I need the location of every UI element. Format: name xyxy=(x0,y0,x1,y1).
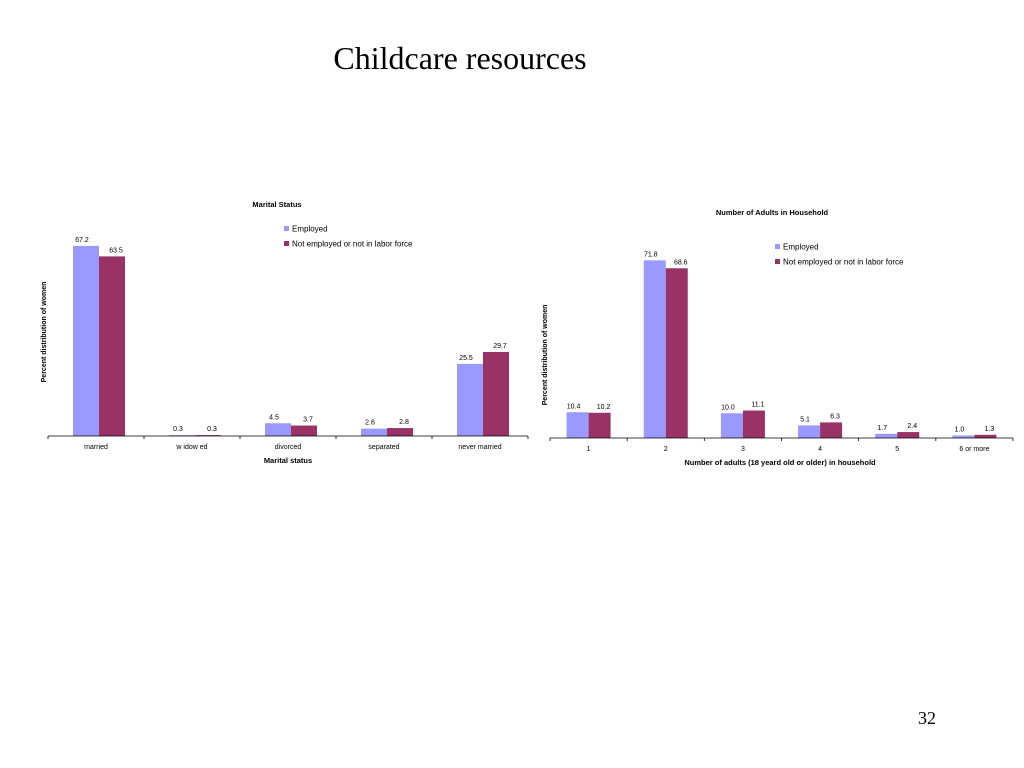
bar-not-employed-4 xyxy=(820,422,843,438)
adults-in-household-chart: Number of Adults in Household Employed N… xyxy=(542,208,1014,467)
data-label-not-employed-3: 3.7 xyxy=(303,417,313,424)
data-label-not-employed-2: 68.6 xyxy=(674,259,688,266)
bar-not-employed-1 xyxy=(588,412,611,438)
data-label-employed-3: 10.0 xyxy=(721,404,735,411)
data-label-not-employed-4: 6.3 xyxy=(830,413,840,420)
data-label-employed-1: 67.2 xyxy=(75,237,89,244)
page-number: 32 xyxy=(918,708,936,728)
x-tick-label-2: 2 xyxy=(664,446,668,453)
x-tick-label-4: separated xyxy=(368,444,399,451)
legend-swatch-not-employed xyxy=(284,241,289,246)
bar-employed-1 xyxy=(566,412,589,438)
bar-employed-2 xyxy=(169,435,195,436)
x-tick-label-5: 5 xyxy=(895,446,899,453)
data-label-not-employed-2: 0.3 xyxy=(207,426,217,433)
data-label-employed-4: 2.6 xyxy=(365,420,375,427)
legend-label-employed: Employed xyxy=(292,225,328,234)
bar-employed-5 xyxy=(875,433,898,438)
x-tick-label-1: married xyxy=(84,444,108,451)
data-label-employed-2: 71.8 xyxy=(644,251,658,258)
data-label-not-employed-1: 10.2 xyxy=(597,404,611,411)
chart-legend: Employed Not employed or not in labor fo… xyxy=(284,225,413,249)
chart-title: Number of Adults in Household xyxy=(716,208,829,217)
bar-not-employed-5 xyxy=(483,351,509,436)
x-tick-label-2: w idow ed xyxy=(175,444,207,451)
bar-employed-3 xyxy=(720,413,743,438)
x-tick-label-4: 4 xyxy=(818,446,822,453)
slide-title: Childcare resources xyxy=(333,40,587,76)
bar-not-employed-3 xyxy=(291,425,317,436)
y-axis-label: Percent distribution of women xyxy=(41,282,48,383)
x-axis-label: Marital status xyxy=(264,456,312,465)
chart-legend: Employed Not employed or not in labor fo… xyxy=(775,243,904,267)
data-label-not-employed-6: 1.3 xyxy=(985,426,995,433)
legend-label-not-employed: Not employed or not in labor force xyxy=(292,240,413,249)
legend-swatch-not-employed xyxy=(775,259,780,264)
data-label-employed-2: 0.3 xyxy=(173,426,183,433)
bar-employed-4 xyxy=(798,425,821,438)
legend-label-not-employed: Not employed or not in labor force xyxy=(783,258,904,267)
x-tick-label-3: divorced xyxy=(275,444,302,451)
legend-swatch-employed xyxy=(775,244,780,249)
x-tick-label-3: 3 xyxy=(741,446,745,453)
data-label-not-employed-5: 2.4 xyxy=(907,423,917,430)
bar-employed-4 xyxy=(361,428,387,436)
data-label-employed-5: 25.5 xyxy=(459,355,473,362)
data-label-employed-3: 4.5 xyxy=(269,414,279,421)
data-label-not-employed-1: 63.5 xyxy=(109,247,123,254)
bar-not-employed-5 xyxy=(897,432,920,438)
marital-status-chart: Marital Status Employed Not employed or … xyxy=(41,200,529,465)
data-label-employed-1: 10.4 xyxy=(567,403,581,410)
bar-not-employed-2 xyxy=(195,435,221,436)
data-label-employed-6: 1.0 xyxy=(955,427,965,434)
bar-not-employed-6 xyxy=(974,434,997,438)
x-tick-label-6: 6 or more xyxy=(959,446,989,453)
x-axis-label: Number of adults (18 yeard old or older)… xyxy=(684,458,876,467)
bar-not-employed-2 xyxy=(665,268,688,438)
legend-label-employed: Employed xyxy=(783,243,819,252)
bar-employed-1 xyxy=(73,245,99,436)
data-label-not-employed-3: 11.1 xyxy=(751,402,764,409)
bar-employed-3 xyxy=(265,423,291,436)
x-tick-label-5: never married xyxy=(458,444,501,451)
chart-title: Marital Status xyxy=(252,200,301,209)
data-label-not-employed-5: 29.7 xyxy=(493,343,507,350)
data-label-employed-4: 5.1 xyxy=(800,416,810,423)
legend-swatch-employed xyxy=(284,226,289,231)
bar-not-employed-3 xyxy=(742,410,765,438)
bar-employed-5 xyxy=(457,363,483,436)
data-label-not-employed-4: 2.8 xyxy=(399,419,409,426)
bar-not-employed-1 xyxy=(99,256,125,436)
data-label-employed-5: 1.7 xyxy=(877,425,887,432)
x-tick-label-1: 1 xyxy=(587,446,591,453)
y-axis-label: Percent distribution of women xyxy=(542,305,549,406)
bar-employed-2 xyxy=(643,260,666,438)
bar-employed-6 xyxy=(952,435,975,438)
bar-not-employed-4 xyxy=(387,428,413,436)
